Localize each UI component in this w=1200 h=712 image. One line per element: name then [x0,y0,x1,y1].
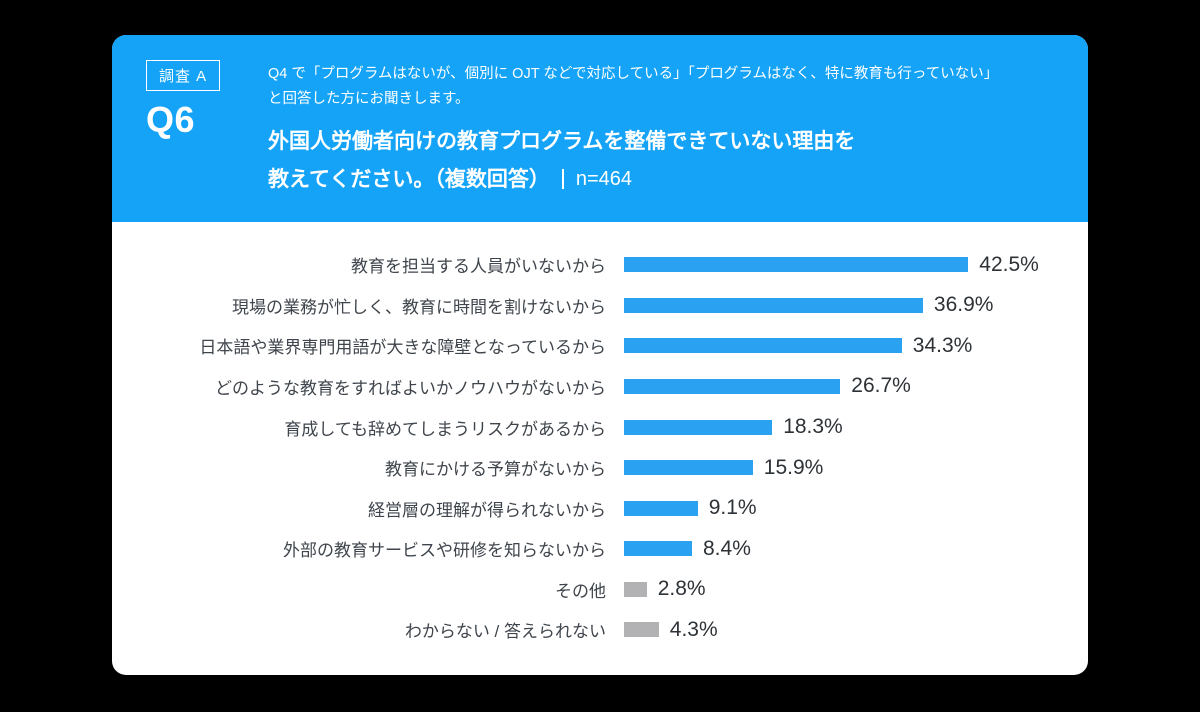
bar-track: 42.5% [624,253,1058,277]
bar-value: 9.1% [708,496,757,520]
bar-track: 18.3% [624,415,1058,439]
bar-label: 日本語や業界専門用語が大きな障壁となっているから [199,338,606,358]
survey-card: 調査 A Q6 Q4 で「プログラムはないが、個別に OJT などで対応している… [112,35,1088,675]
bar-row: わからない / 答えられない 4.3% [132,610,1058,651]
bar-label: どのような教育をすればよいかノウハウがないから [215,378,606,398]
question-intro: Q4 で「プログラムはないが、個別に OJT などで対応している」「プログラムは… [268,62,1054,113]
bar-label: その他 [555,581,606,601]
bar-track: 2.8% [624,577,1058,601]
survey-badge: 調査 A [146,60,221,91]
question-title-line2: 教えてください。（複数回答） [268,167,550,191]
bar-row: 教育にかける予算がないから 15.9% [132,447,1058,488]
bar-label: 教育にかける予算がないから [385,460,606,480]
bar [624,338,902,354]
bar [624,419,773,435]
bar-track: 15.9% [624,456,1058,480]
bar-row: 育成しても辞めてしまうリスクがあるから 18.3% [132,407,1058,448]
bar-value: 34.3% [912,333,973,357]
bar-row: 経営層の理解が得られないから 9.1% [132,488,1058,529]
bar-value: 42.5% [979,252,1039,276]
bar-label: 現場の業務が忙しく、教育に時間を割けないから [232,297,606,317]
bar-label: 外部の教育サービスや研修を知らないから [283,541,606,561]
bar-value: 15.9% [763,455,824,479]
bar-track: 9.1% [624,496,1058,520]
bar [624,378,841,394]
bar-row: 外部の教育サービスや研修を知らないから 8.4% [132,529,1058,570]
bar-label: わからない / 答えられない [404,622,606,642]
question-intro-line1: Q4 で「プログラムはないが、個別に OJT などで対応している」「プログラムは… [268,66,999,82]
bar-row: どのような教育をすればよいかノウハウがないから 26.7% [132,366,1058,407]
bar-value: 26.7% [851,374,911,398]
bar-label: 育成しても辞めてしまうリスクがあるから [284,419,606,439]
question-title-line2-wrap: 教えてください。（複数回答） n=464 [268,161,632,199]
bar-track: 36.9% [624,293,1058,317]
bar [624,500,698,516]
bar [624,581,647,597]
bar-value: 2.8% [657,577,706,601]
question-title: 外国人労働者向けの教育プログラムを整備できていない理由を 教えてください。（複数… [268,123,1054,199]
question-title-line1: 外国人労働者向けの教育プログラムを整備できていない理由を [268,129,856,153]
bar-row: 教育を担当する人員がいないから 42.5% [132,244,1058,285]
question-id-block: 調査 A Q6 [146,60,238,198]
bar-row: 日本語や業界専門用語が大きな障壁となっているから 34.3% [132,326,1058,367]
bar-value: 36.9% [933,293,994,317]
bar-row: その他 2.8% [132,569,1058,610]
question-header: 調査 A Q6 Q4 で「プログラムはないが、個別に OJT などで対応している… [112,35,1088,223]
title-divider [561,169,564,190]
bar-label: 経営層の理解が得られないから [368,500,606,520]
bar-value: 18.3% [783,415,843,439]
bar-value: 4.3% [669,617,718,641]
question-intro-line2: と回答した方にお聞きします。 [268,91,470,108]
bar [624,541,692,557]
bar-track: 34.3% [624,334,1058,358]
bar-track: 8.4% [624,537,1058,561]
bar-label: 教育を担当する人員がいないから [351,257,606,277]
bar [624,622,659,638]
bar [624,460,753,476]
question-text-block: Q4 で「プログラムはないが、個別に OJT などで対応している」「プログラムは… [268,60,1054,198]
bar [624,297,923,313]
bar-rows: 教育を担当する人員がいないから 42.5% 現場の業務が忙しく、教育に時間を割け… [132,244,1058,650]
bar-row: 現場の業務が忙しく、教育に時間を割けないから 36.9% [132,285,1058,326]
bar-track: 4.3% [624,618,1058,642]
bar-value: 8.4% [703,536,751,560]
bar-track: 26.7% [624,374,1058,398]
bar [624,257,969,273]
question-number: Q6 [146,99,196,140]
bar-chart: 教育を担当する人員がいないから 42.5% 現場の業務が忙しく、教育に時間を割け… [112,222,1088,675]
sample-size: n=464 [575,168,632,191]
